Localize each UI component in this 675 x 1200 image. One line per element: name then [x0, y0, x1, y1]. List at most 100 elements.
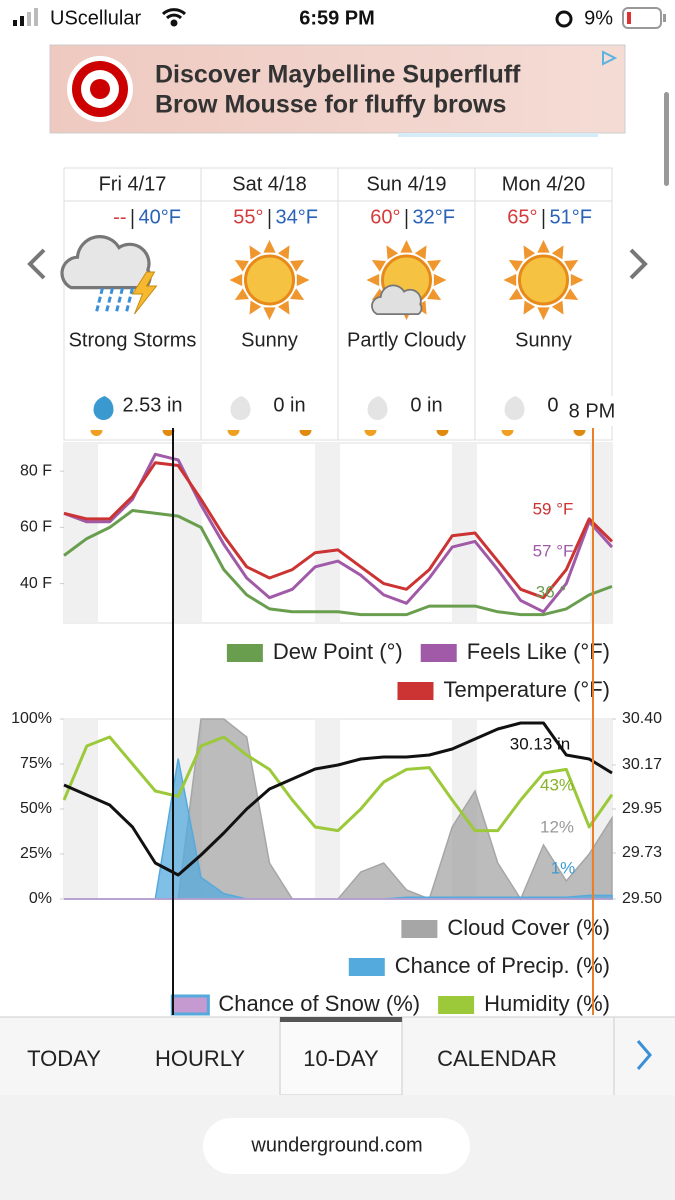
wifi-icon	[161, 8, 187, 27]
night-band	[315, 719, 340, 899]
ad-logo	[67, 56, 133, 122]
sun-ray	[427, 288, 442, 300]
signal-icon	[13, 8, 38, 26]
sun-ray	[234, 288, 249, 300]
line	[63, 509, 613, 617]
bolt	[131, 271, 158, 315]
tab-next[interactable]	[636, 1040, 652, 1070]
url: wunderground.com	[250, 1134, 422, 1156]
legend-swatch	[226, 644, 263, 662]
sun-ray	[366, 273, 380, 287]
low-temp: 40°F	[139, 206, 181, 228]
annotation: 30.13 in	[510, 734, 571, 753]
sun-ray	[277, 300, 290, 315]
sunrise	[364, 430, 377, 437]
legend-label: Feels Like (°F)	[467, 639, 610, 664]
sun-ray	[290, 260, 305, 272]
tab[interactable]: HOURLY	[155, 1046, 245, 1071]
legend-swatch	[401, 920, 438, 938]
sun	[244, 254, 295, 306]
line	[63, 461, 614, 600]
tab-selected-bg	[279, 1016, 403, 1096]
legend-swatch	[438, 996, 475, 1014]
sun	[518, 254, 569, 306]
prev-arrow[interactable]	[27, 248, 46, 280]
sun-ray	[263, 240, 276, 253]
tick-label: 80 F	[20, 462, 52, 479]
rain	[115, 287, 124, 313]
high-temp: 55°	[233, 206, 263, 228]
legend-label: Chance of Snow (%)	[218, 991, 420, 1016]
annotation: 12%	[540, 817, 574, 836]
legend-swatch	[420, 644, 457, 662]
night-band	[64, 719, 98, 899]
cursor-label-bg	[562, 396, 622, 426]
precip-icon	[93, 396, 114, 420]
tick-label: 50%	[20, 800, 52, 817]
tab[interactable]: TODAY	[27, 1046, 101, 1071]
sun-ray	[427, 260, 442, 272]
tick-label: 29.95	[622, 800, 662, 817]
alarm-icon	[555, 10, 573, 28]
condition: Partly Cloudy	[347, 329, 466, 351]
rain	[95, 287, 104, 313]
legend-label: Dew Point (°)	[273, 639, 403, 664]
ad-text: Discover Maybelline Superfluff	[155, 61, 521, 89]
precip-icon	[230, 396, 251, 420]
low-temp: 32°F	[413, 206, 455, 228]
sun-ray	[234, 260, 249, 272]
legend-swatch	[397, 682, 434, 700]
sun-ray	[414, 245, 427, 260]
sun-ray	[433, 273, 447, 287]
line	[62, 735, 614, 833]
url-pill[interactable]	[203, 1118, 470, 1174]
sunset	[573, 430, 586, 437]
tab[interactable]: 10-DAY	[303, 1046, 379, 1071]
night-band	[64, 443, 98, 623]
scrollbar	[664, 92, 669, 186]
sun-ray	[263, 307, 276, 320]
legend-label: Cloud Cover (%)	[447, 915, 610, 940]
high-temp: 60°	[370, 206, 400, 228]
line	[63, 721, 613, 877]
tick-label: 0%	[29, 890, 52, 907]
low-temp: 34°F	[276, 206, 318, 228]
sun-ray	[249, 300, 262, 315]
tick-label: 29.50	[622, 890, 662, 907]
ad-text: Brow Mousse for fluffy brows	[155, 91, 506, 119]
sun-ray	[564, 288, 579, 300]
tick-label: 25%	[20, 845, 52, 862]
day-label: Fri 4/17	[99, 173, 167, 195]
sun-ray	[400, 240, 413, 253]
sunrise	[501, 430, 514, 437]
sun-ray	[551, 245, 564, 260]
legend-label: Temperature (°F)	[443, 677, 610, 702]
precip: 2.53 in	[122, 394, 182, 416]
rain	[105, 287, 114, 313]
day-label: Sun 4/19	[366, 173, 446, 195]
cloud	[371, 284, 423, 315]
high-temp: 65°	[507, 206, 537, 228]
tab[interactable]: CALENDAR	[437, 1046, 557, 1071]
battery-icon	[622, 7, 666, 29]
tick-label: 60 F	[20, 519, 52, 536]
cursor-label: 8 PM	[569, 400, 616, 422]
ad-banner[interactable]	[49, 44, 626, 134]
sunset	[436, 430, 449, 437]
rain	[125, 287, 134, 313]
sun-ray	[537, 240, 550, 253]
next-arrow[interactable]	[629, 248, 648, 280]
annotation: 57 °F	[533, 541, 574, 560]
sun-ray	[249, 245, 262, 260]
sunrise	[90, 430, 103, 437]
sun-ray	[523, 245, 536, 260]
sun-ray	[296, 273, 310, 287]
precip: 0 in	[410, 394, 442, 416]
night-band	[315, 443, 340, 623]
sun-ray	[277, 245, 290, 260]
sun-ray	[503, 273, 517, 287]
ad-choices[interactable]	[602, 50, 618, 66]
legend-swatch	[348, 958, 385, 976]
